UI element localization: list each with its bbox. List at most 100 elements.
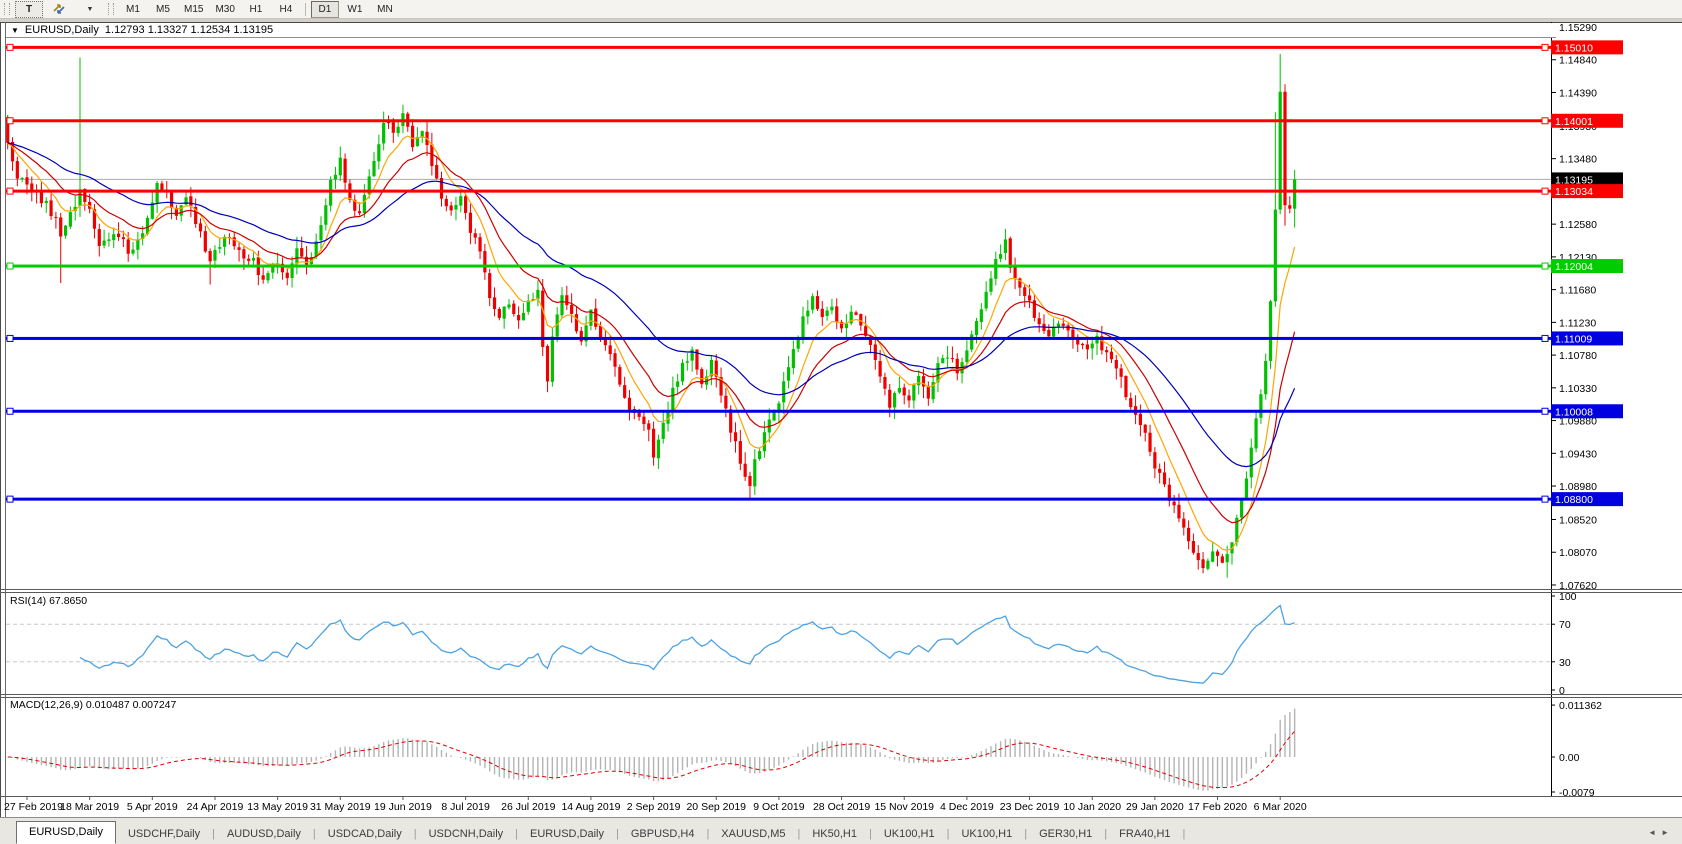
hline-1.15010[interactable] — [6, 43, 1551, 51]
price-tick-label: 1.08980 — [1559, 481, 1597, 493]
svg-text:1.15010: 1.15010 — [1555, 42, 1593, 54]
price-tick-label: 1.07620 — [1559, 580, 1597, 592]
arrows-tool-button[interactable] — [45, 1, 73, 18]
date-tick-label: 20 Sep 2019 — [686, 801, 746, 813]
hline-price-badge: 1.10008 — [1551, 404, 1623, 419]
tab-separator: | — [616, 828, 619, 840]
tab-separator: | — [312, 828, 316, 840]
tab-separator: | — [706, 828, 710, 840]
chart-tab-bar: EURUSD,Daily USDCHF,Daily | AUDUSD,Daily | US… — [0, 817, 1682, 844]
timeframe-button-h4[interactable]: H4 — [279, 3, 293, 15]
timeframe-button-mn[interactable]: MN — [377, 3, 393, 15]
toolbar-group-grip[interactable] — [108, 3, 114, 15]
chart-tab-3[interactable]: USDCAD,Daily — [327, 828, 402, 840]
tab-separator: | — [1104, 828, 1108, 840]
hline-1.08800[interactable] — [6, 495, 1551, 503]
price-tick-label: 1.13480 — [1559, 154, 1597, 166]
date-tick-label: 13 May 2019 — [247, 801, 308, 813]
date-tick-label: 18 Mar 2019 — [60, 801, 119, 813]
chart-ohlc-values: 1.12793 1.13327 1.12534 1.13195 — [104, 24, 274, 36]
date-tick-label: 26 Jul 2019 — [501, 801, 555, 813]
macd-tick-label: 0.011362 — [1559, 700, 1602, 712]
svg-text:1.13034: 1.13034 — [1555, 186, 1593, 198]
chart-tab-9[interactable]: UK100,H1 — [883, 828, 935, 840]
hline-price-badge: 1.11009 — [1551, 331, 1623, 346]
toolbar-grip-handle[interactable] — [4, 3, 10, 15]
hline-1.10008[interactable] — [6, 407, 1551, 415]
arrows-tool-icon — [53, 4, 65, 14]
tab-separator: | — [413, 828, 417, 840]
price-tick-label: 1.11230 — [1559, 317, 1596, 329]
chart-tab-4[interactable]: USDCNH,Daily — [428, 828, 504, 840]
date-tick-label: 28 Oct 2019 — [813, 801, 870, 813]
tab-separator: | — [1182, 828, 1186, 840]
svg-text:1.12004: 1.12004 — [1555, 261, 1593, 273]
date-tick-label: 31 May 2019 — [310, 801, 371, 813]
date-tick-label: 5 Apr 2019 — [127, 801, 178, 813]
date-tick-label: 29 Jan 2020 — [1126, 801, 1184, 813]
tab-separator: | — [946, 828, 950, 840]
price-tick-label: 1.14840 — [1559, 55, 1597, 67]
price-tick-label: 1.09430 — [1559, 448, 1597, 460]
rsi-tick-label: 0 — [1559, 685, 1565, 697]
date-tick-label: 15 Nov 2019 — [874, 801, 934, 813]
collapse-triangle-icon[interactable]: ▼ — [11, 25, 19, 35]
top-toolbar: T ▼ M1 M5 M15 M30 H1 H4 D1 W1 MN — [0, 0, 1682, 19]
chart-symbol-label: EURUSD,Daily — [24, 24, 99, 36]
chart-tab-6[interactable]: GBPUSD,H4 — [630, 828, 695, 840]
hline-1.13034[interactable] — [6, 187, 1551, 195]
date-tick-label: 27 Feb 2019 — [4, 801, 63, 813]
svg-text:1.11009: 1.11009 — [1555, 333, 1592, 345]
hline-price-badge: 1.13034 — [1551, 184, 1623, 199]
tab-separator: | — [1024, 828, 1028, 840]
svg-text:1.10008: 1.10008 — [1555, 406, 1593, 418]
chart-tab-11[interactable]: GER30,H1 — [1039, 828, 1093, 840]
svg-text:1.14001: 1.14001 — [1555, 116, 1593, 128]
rsi-tick-label: 100 — [1559, 591, 1577, 603]
timeframe-button-d1[interactable]: D1 — [310, 0, 339, 18]
chart-tab-12[interactable]: FRA40,H1 — [1119, 828, 1171, 840]
chart-tab-8[interactable]: HK50,H1 — [812, 828, 857, 840]
timeframe-button-m30[interactable]: M30 — [215, 3, 235, 15]
price-tick-label: 1.08070 — [1559, 547, 1597, 559]
rsi-panel[interactable]: 100 70 30 0 — [6, 591, 1577, 697]
chart-tab-5[interactable]: EURUSD,Daily — [530, 828, 604, 840]
dropdown-caret-icon: ▼ — [86, 5, 94, 13]
hline-1.14001[interactable] — [6, 117, 1551, 125]
timeframe-button-m15[interactable]: M15 — [184, 3, 204, 15]
date-tick-label: 4 Dec 2019 — [940, 801, 994, 813]
price-tick-label: 1.14390 — [1559, 87, 1597, 99]
chart-title-bar[interactable]: ▼ EURUSD,Daily 1.12793 1.13327 1.12534 1… — [6, 23, 1556, 38]
timeframe-button-w1[interactable]: W1 — [347, 3, 363, 15]
timeframe-button-h1[interactable]: H1 — [249, 3, 263, 15]
timeframe-button-m5[interactable]: M5 — [156, 3, 170, 15]
tab-scroll-arrows[interactable]: ◄► — [1648, 828, 1674, 837]
svg-text:1.08800: 1.08800 — [1555, 494, 1593, 506]
chart-window-bg — [0, 22, 1682, 817]
candlestick-series[interactable] — [6, 53, 1297, 578]
timeframe-button-m1[interactable]: M1 — [126, 3, 140, 15]
tab-scroll-right-icon[interactable]: ► — [1661, 828, 1674, 837]
hline-price-badge: 1.14001 — [1551, 113, 1623, 128]
text-tool-button[interactable]: T — [15, 0, 43, 18]
date-tick-label: 8 Jul 2019 — [441, 801, 490, 813]
chart-tab-2[interactable]: AUDUSD,Daily — [226, 828, 301, 840]
tab-separator: | — [515, 828, 519, 840]
price-tick-label: 1.10780 — [1559, 350, 1597, 362]
tab-separator: | — [868, 828, 872, 840]
hline-1.12004[interactable] — [6, 262, 1551, 270]
rsi-indicator-label: RSI(14) 67.8650 — [10, 595, 88, 607]
macd-panel[interactable]: 0.011362 0.00 -0.0079 — [7, 700, 1602, 799]
chart-tab-0[interactable]: EURUSD,Daily — [16, 821, 116, 844]
chart-tab-1[interactable]: USDCHF,Daily — [127, 828, 201, 840]
price-tick-label: 1.11680 — [1559, 285, 1596, 297]
chart-tab-10[interactable]: UK100,H1 — [961, 828, 1013, 840]
price-tick-label: 1.12580 — [1559, 219, 1597, 231]
tool-dropdown-button[interactable]: ▼ — [75, 1, 103, 18]
hline-1.11009[interactable] — [6, 334, 1551, 342]
chart-tab-7[interactable]: XAUUSD,M5 — [721, 828, 786, 840]
tab-scroll-left-icon[interactable]: ◄ — [1648, 828, 1662, 837]
date-tick-label: 24 Apr 2019 — [187, 801, 244, 813]
